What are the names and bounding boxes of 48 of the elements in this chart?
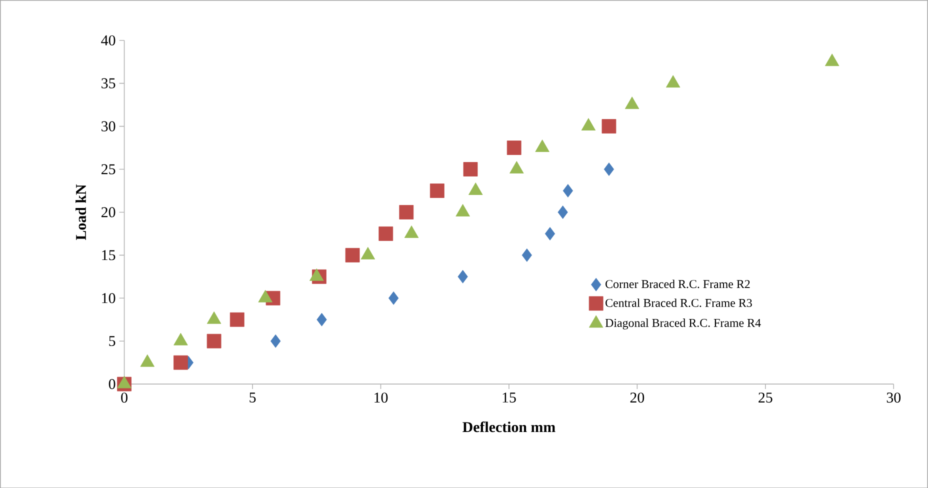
point xyxy=(522,248,532,262)
y-tick-label: 20 xyxy=(102,206,116,218)
x-tick-label: 25 xyxy=(758,392,772,402)
y-tick-label: 25 xyxy=(102,164,116,174)
point xyxy=(604,162,614,176)
x-tick-label: 20 xyxy=(630,392,644,402)
legend-label: Central Braced R.C. Frame R3 xyxy=(606,298,752,307)
x-tick-label: 0 xyxy=(121,392,128,402)
point xyxy=(230,312,244,327)
point xyxy=(544,226,556,240)
point xyxy=(174,355,188,370)
y-tick-label: 35 xyxy=(102,78,116,88)
point xyxy=(510,160,524,174)
point xyxy=(399,204,414,220)
point xyxy=(824,53,840,66)
point xyxy=(463,162,478,176)
point xyxy=(430,183,444,198)
y-tick-label: 0 xyxy=(108,378,116,389)
point xyxy=(558,205,568,219)
legend-label: Corner Braced R.C. Frame R2 xyxy=(606,280,750,288)
point xyxy=(535,139,550,152)
x-tick-label: 30 xyxy=(886,392,901,402)
y-tick-label: 5 xyxy=(109,336,116,346)
point xyxy=(456,204,470,216)
point xyxy=(378,226,394,241)
point xyxy=(458,270,468,284)
point xyxy=(270,334,281,348)
point xyxy=(562,184,574,198)
y-tick-label: 30 xyxy=(102,121,116,132)
point xyxy=(388,291,399,305)
point xyxy=(666,74,680,88)
y-tick-label: 15 xyxy=(102,250,116,260)
point xyxy=(468,182,483,195)
point xyxy=(345,248,360,262)
x-tick-label: 15 xyxy=(502,392,516,402)
point xyxy=(506,140,522,155)
x-axis-title: Deflection mm xyxy=(462,421,556,432)
point xyxy=(206,334,222,348)
x-tick-label: 10 xyxy=(374,392,388,402)
point xyxy=(316,312,327,326)
y-axis-title: Load kN xyxy=(76,184,86,240)
point xyxy=(581,118,596,130)
x-tick-label: 5 xyxy=(250,392,256,402)
y-tick-label: 10 xyxy=(102,292,116,303)
legend-label: Diagonal Braced R.C. Frame R4 xyxy=(605,318,761,330)
point xyxy=(602,118,616,134)
y-tick-label: 40 xyxy=(101,35,116,46)
point xyxy=(624,96,640,109)
